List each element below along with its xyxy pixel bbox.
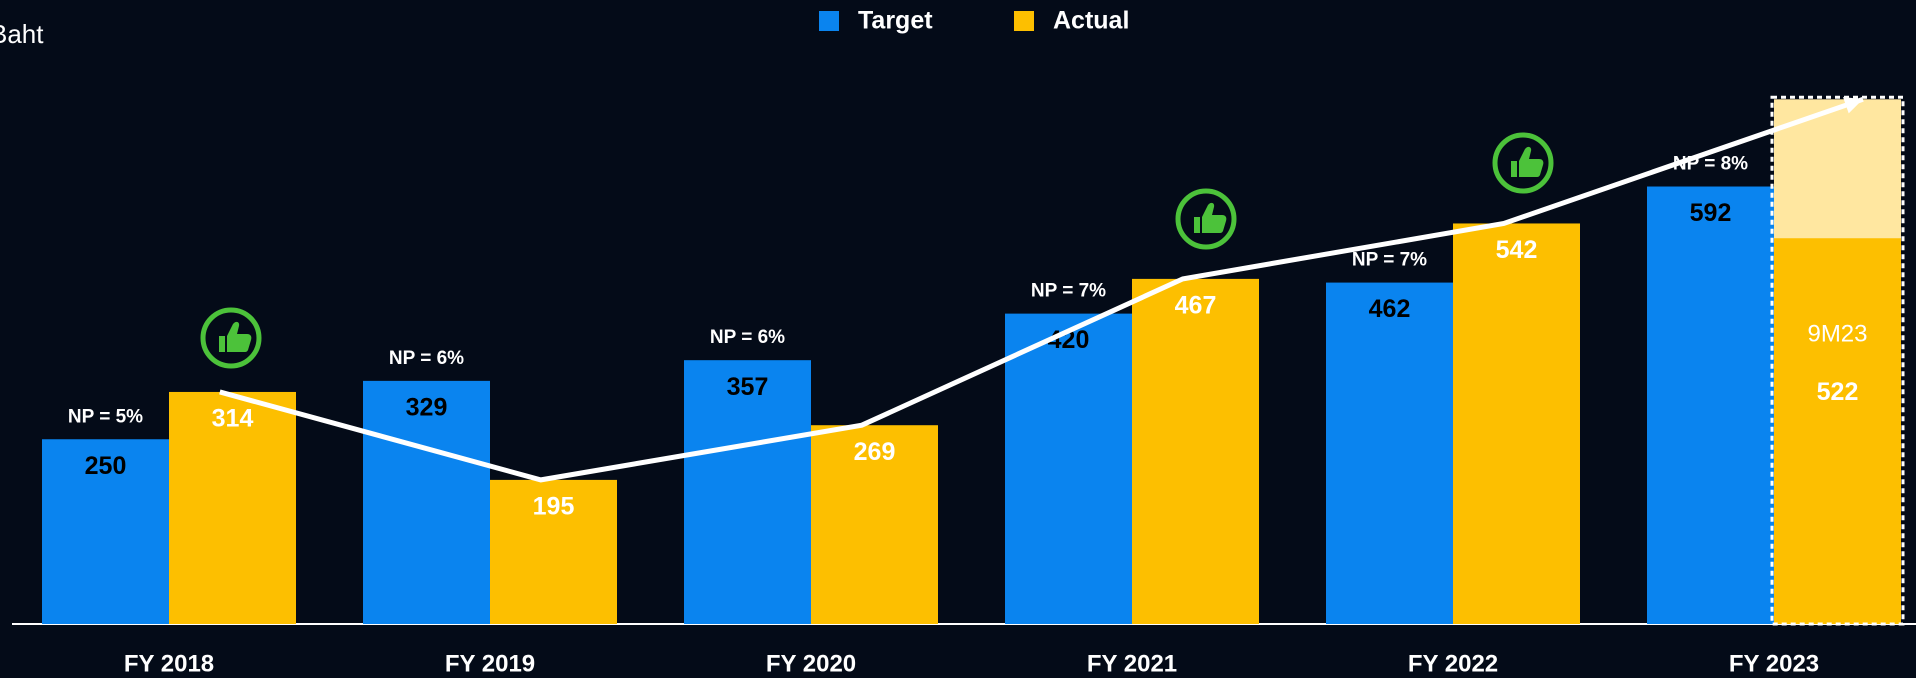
thumb-icon [1492, 132, 1554, 194]
x-tick-label: FY 2022 [1408, 650, 1498, 677]
x-tick-label: FY 2023 [1729, 650, 1819, 677]
bar [811, 425, 938, 624]
bar [1453, 223, 1580, 624]
thumbs-icons [200, 132, 1554, 369]
value-label: 314 [212, 405, 254, 433]
highlight-box [1770, 95, 1905, 626]
thumb-icon [200, 307, 262, 369]
legend-label: Target [858, 7, 933, 35]
np-annotation: NP = 5% [68, 406, 143, 427]
legend-swatch [819, 11, 839, 31]
value-label: 522 [1817, 378, 1859, 406]
bar [684, 360, 811, 624]
np-annotation: NP = 7% [1352, 250, 1427, 271]
legend-swatch [1014, 11, 1034, 31]
value-label: 467 [1175, 291, 1217, 319]
bar [1132, 278, 1259, 624]
value-label: 195 [533, 493, 575, 521]
value-label: 357 [727, 373, 769, 401]
x-tick-label: FY 2019 [445, 650, 535, 677]
bar [1647, 186, 1774, 624]
bar [42, 439, 169, 624]
bar [1774, 238, 1901, 624]
legend-label: Actual [1053, 7, 1129, 35]
value-label: 592 [1690, 199, 1732, 227]
value-label: 329 [406, 393, 448, 421]
x-tick-label: FY 2020 [766, 650, 856, 677]
unit-label: Baht [0, 19, 44, 49]
value-label: 250 [85, 452, 127, 480]
value-label: 462 [1369, 295, 1411, 323]
trend-line [219, 96, 1864, 483]
partial-label: 9M23 [1807, 321, 1867, 348]
bar [363, 380, 490, 624]
thumb-icon [1175, 188, 1237, 250]
np-annotation: NP = 8% [1673, 154, 1748, 175]
np-annotation: NP = 6% [389, 348, 464, 369]
bar [1326, 282, 1453, 624]
x-tick-label: FY 2018 [124, 650, 214, 677]
bar [169, 391, 296, 624]
np-annotation: NP = 7% [1031, 281, 1106, 302]
value-label: 542 [1496, 236, 1538, 264]
bar [490, 479, 617, 624]
bar [1005, 313, 1132, 624]
trend-arrowhead [1843, 96, 1863, 114]
x-tick-label: FY 2021 [1087, 650, 1177, 677]
value-label: 269 [854, 438, 896, 466]
np-annotation: NP = 6% [710, 327, 785, 348]
